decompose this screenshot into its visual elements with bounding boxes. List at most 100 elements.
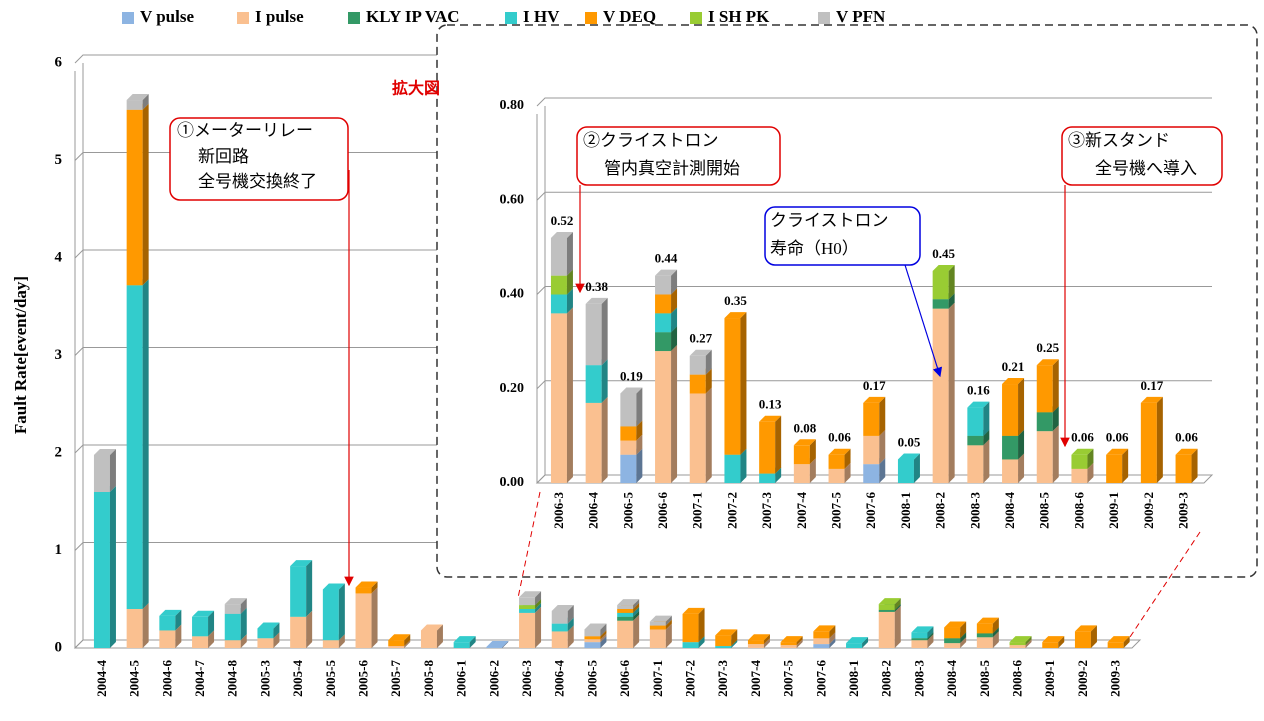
x-tick-label: 2007-5 — [781, 660, 796, 697]
bar-side — [567, 625, 574, 648]
bar-segment — [551, 623, 568, 632]
bar-top — [649, 615, 672, 622]
bar-side — [960, 621, 967, 639]
bar-side — [633, 610, 640, 621]
y-tick-label: 4 — [55, 249, 63, 265]
bar-top — [388, 634, 411, 641]
bar-top — [1036, 359, 1059, 366]
bar-side — [992, 617, 999, 634]
bar-side — [1191, 448, 1198, 483]
bar-side — [983, 429, 990, 446]
bar-segment — [519, 612, 536, 648]
annotation-text: ①メーターリレー — [177, 121, 313, 140]
bar-side — [142, 603, 149, 648]
bar-side — [535, 591, 542, 606]
x-tick-label: 2007-6 — [813, 660, 828, 697]
bar-segment — [689, 374, 706, 394]
bar-top — [793, 439, 816, 446]
bar-segment — [878, 611, 895, 648]
x-tick-label: 2006-5 — [584, 660, 599, 697]
bar-segment — [126, 285, 143, 609]
total-label: 0.27 — [689, 331, 712, 346]
bar-side — [338, 583, 345, 641]
bar-segment — [967, 435, 984, 446]
y-tick-label: 0.00 — [500, 475, 525, 490]
y-tick-label: 0.20 — [500, 381, 525, 396]
annotation-text: 寿命（H0） — [770, 239, 859, 258]
annotation-text: 全号機へ導入 — [1095, 159, 1197, 178]
total-label: 0.06 — [1106, 430, 1129, 445]
x-tick-label: 2006-4 — [586, 492, 601, 529]
annotation-box — [576, 126, 781, 186]
bar-side — [636, 434, 643, 455]
grid-line — [536, 97, 1212, 107]
bar-side — [600, 633, 607, 643]
bar-segment — [911, 632, 928, 639]
bar-side — [371, 587, 378, 648]
bar-side — [1090, 625, 1097, 648]
bar-segment — [224, 613, 241, 641]
bar-side — [404, 640, 411, 648]
inset-title: 拡大図 — [392, 79, 440, 98]
x-tick-label: 2008-3 — [911, 660, 926, 697]
bar-side — [306, 560, 313, 617]
bar-side — [894, 603, 901, 612]
x-tick-label: 2008-1 — [898, 492, 913, 529]
bar-segment — [649, 621, 666, 626]
bar-segment — [967, 407, 984, 436]
total-label: 0.05 — [898, 434, 921, 449]
bar-segment — [486, 647, 503, 648]
bar-top — [584, 623, 607, 630]
bar-side — [983, 401, 990, 436]
bar-segment — [257, 638, 274, 648]
x-tick-label: 2004-4 — [94, 660, 109, 697]
bar-segment — [655, 313, 672, 333]
bar-segment — [126, 109, 143, 286]
bar-side — [731, 640, 738, 648]
bar-top — [828, 448, 851, 455]
bar-segment — [1036, 412, 1053, 432]
bar-segment — [689, 393, 706, 483]
bar-top — [759, 415, 782, 422]
bar-side — [671, 307, 678, 333]
bar-side — [371, 581, 378, 594]
bar-top — [878, 598, 901, 605]
bar-side — [894, 598, 901, 610]
bar-segment — [1002, 459, 1019, 483]
bar-segment — [620, 440, 637, 455]
bar-side — [273, 622, 280, 639]
bar-segment — [1071, 468, 1088, 483]
bar-segment — [159, 615, 176, 631]
x-tick-label: 2006-6 — [655, 492, 670, 529]
bar-side — [1156, 396, 1163, 483]
bar-segment — [655, 351, 672, 483]
bar-side — [1018, 378, 1025, 436]
annotation-text: ③新スタンド — [1068, 131, 1170, 150]
legend-swatch — [690, 12, 702, 24]
x-tick-label: 2006-5 — [620, 492, 635, 529]
bar-segment — [257, 628, 274, 639]
x-tick-label: 2008-5 — [977, 660, 992, 697]
bar-segment — [519, 605, 536, 609]
bar-side — [992, 631, 999, 648]
total-label: 0.19 — [620, 368, 643, 383]
bar-side — [175, 624, 182, 648]
bar-side — [1018, 453, 1025, 483]
bar-segment — [617, 620, 634, 648]
bar-segment — [1036, 431, 1053, 483]
bar-segment — [911, 638, 928, 641]
bar-side — [600, 630, 607, 640]
bar-top — [1071, 448, 1094, 455]
bar-side — [705, 387, 712, 483]
bar-segment — [932, 308, 949, 483]
x-tick-label: 2008-1 — [846, 660, 861, 697]
bar-top — [967, 401, 990, 408]
bar-segment — [585, 365, 602, 403]
x-tick-label: 2006-6 — [617, 660, 632, 697]
bar-side — [208, 610, 215, 637]
bar-side — [879, 429, 886, 465]
bar-side — [671, 269, 678, 295]
bar-side — [436, 624, 443, 648]
bar-top — [976, 617, 999, 624]
bar-segment — [224, 604, 241, 614]
